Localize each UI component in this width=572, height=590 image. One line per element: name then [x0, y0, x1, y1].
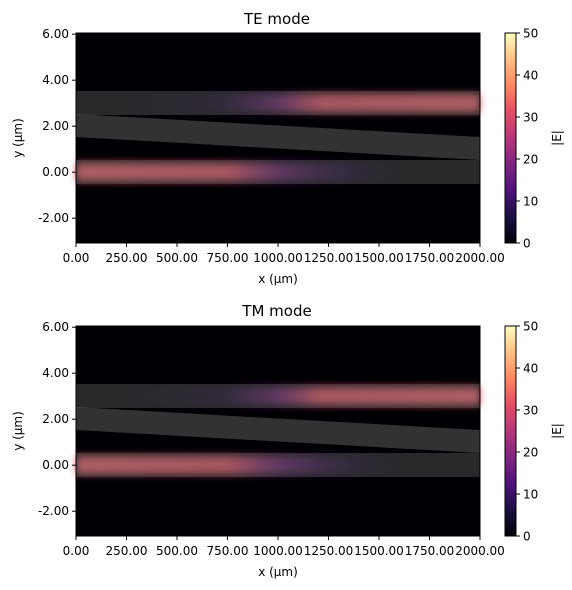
- te-waveguide-taper: [76, 114, 480, 160]
- te-y-ticks: -2.00 0.00 2.00 4.00 6.00: [38, 27, 76, 225]
- tm-colorbar-tick-label: 30: [523, 404, 538, 418]
- tm-x-tick-label: 1750.00: [405, 544, 455, 558]
- te-y-tick-label: 6.00: [42, 27, 69, 41]
- tm-waveguide-layer: [76, 384, 480, 477]
- te-colorbar-tick-label: 50: [523, 27, 538, 41]
- tm-x-tick-label: 1500.00: [354, 544, 404, 558]
- te-x-tick-label: 2000.00: [455, 251, 505, 265]
- tm-y-tick-label: 2.00: [42, 412, 69, 426]
- tm-chart-title: TM mode: [241, 302, 311, 320]
- tm-colorbar-tick-label: 40: [523, 362, 538, 376]
- tm-x-tick-label: 0.00: [63, 544, 90, 558]
- te-colorbar-tick-label: 0: [523, 237, 531, 251]
- te-x-tick-label: 0.00: [63, 251, 90, 265]
- tm-y-tick-label: 4.00: [42, 366, 69, 380]
- te-x-tick-label: 1000.00: [253, 251, 303, 265]
- tm-upper-field: [76, 387, 480, 405]
- te-x-axis-label: x (µm): [258, 272, 298, 286]
- te-upper-field: [76, 94, 480, 112]
- tm-y-tick-label: 0.00: [42, 458, 69, 472]
- te-x-tick-label: 250.00: [106, 251, 148, 265]
- te-x-ticks: 0.00 250.00 500.00 750.00 1000.00 1250.0…: [63, 243, 505, 265]
- tm-colorbar-tick-label: 10: [523, 488, 538, 502]
- tm-y-ticks: -2.00 0.00 2.00 4.00 6.00: [38, 320, 76, 518]
- tm-colorbar-label: |E|: [550, 423, 564, 439]
- te-colorbar-label: |E|: [550, 130, 564, 146]
- tm-waveguide-lower: [76, 453, 480, 477]
- tm-x-tick-label: 1000.00: [253, 544, 303, 558]
- tm-colorbar-ticks: 0 10 20 30 40 50: [516, 320, 538, 544]
- te-chart-title: TE mode: [243, 10, 310, 28]
- te-x-tick-label: 1750.00: [405, 251, 455, 265]
- tm-x-axis-label: x (µm): [258, 565, 298, 579]
- te-y-axis-label: y (µm): [11, 118, 25, 158]
- te-colorbar-ticks: 0 10 20 30 40 50: [516, 27, 538, 251]
- tm-colorbar-tick-label: 0: [523, 530, 531, 544]
- te-y-tick-label: 0.00: [42, 165, 69, 179]
- tm-x-tick-label: 1250.00: [304, 544, 354, 558]
- tm-y-axis-label: y (µm): [11, 411, 25, 451]
- tm-waveguide-taper: [76, 407, 480, 453]
- tm-x-ticks: 0.00 250.00 500.00 750.00 1000.00 1250.0…: [63, 536, 505, 558]
- te-waveguide-upper: [76, 91, 480, 115]
- te-colorbar-tick-label: 20: [523, 153, 538, 167]
- tm-y-tick-label: 6.00: [42, 320, 69, 334]
- tm-waveguide-upper: [76, 384, 480, 408]
- te-waveguide-lower: [76, 160, 480, 184]
- te-y-tick-label: -2.00: [38, 211, 69, 225]
- te-lower-field: [76, 163, 480, 181]
- tm-y-tick-label: -2.00: [38, 504, 69, 518]
- tm-x-tick-label: 750.00: [207, 544, 249, 558]
- te-x-tick-label: 750.00: [207, 251, 249, 265]
- te-x-tick-label: 1500.00: [354, 251, 404, 265]
- te-mode-panel: TE mode 0.00 250.00 500.00 750.00 1000.0…: [11, 10, 564, 286]
- te-field-layer: [76, 94, 480, 181]
- te-waveguide-layer: [76, 91, 480, 184]
- te-x-tick-label: 1250.00: [304, 251, 354, 265]
- te-x-tick-label: 500.00: [156, 251, 198, 265]
- te-y-tick-label: 4.00: [42, 73, 69, 87]
- tm-x-tick-label: 500.00: [156, 544, 198, 558]
- te-y-tick-label: 2.00: [42, 119, 69, 133]
- tm-field-layer: [76, 387, 480, 474]
- te-colorbar: [504, 32, 517, 244]
- tm-mode-panel: TM mode 0.00 250.00 500.00 750.00 1000.0…: [11, 302, 564, 579]
- te-colorbar-tick-label: 10: [523, 195, 538, 209]
- tm-lower-field: [76, 456, 480, 474]
- tm-colorbar-tick-label: 20: [523, 446, 538, 460]
- tm-colorbar: [504, 325, 517, 537]
- tm-x-tick-label: 250.00: [106, 544, 148, 558]
- te-colorbar-tick-label: 30: [523, 111, 538, 125]
- te-colorbar-tick-label: 40: [523, 69, 538, 83]
- tm-colorbar-tick-label: 50: [523, 320, 538, 334]
- tm-x-tick-label: 2000.00: [455, 544, 505, 558]
